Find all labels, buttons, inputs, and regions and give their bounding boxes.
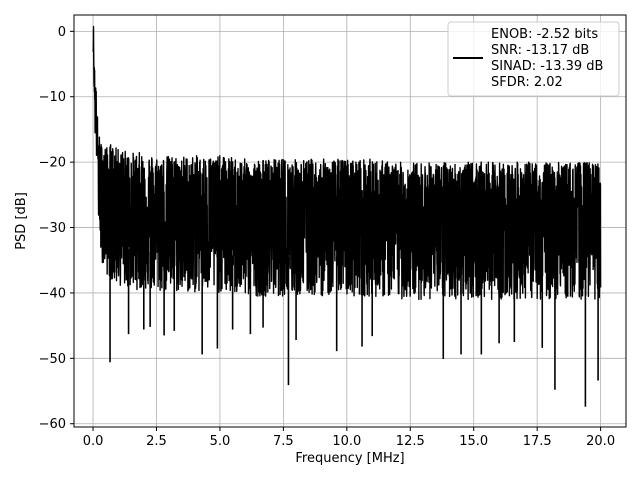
y-tick-label: 0	[58, 25, 66, 40]
legend-box	[447, 21, 620, 97]
legend: ENOB: -2.52 bits SNR: -13.17 dB SINAD: -…	[447, 21, 620, 97]
psd-series-line	[92, 25, 602, 301]
x-tick-label: 2.5	[146, 434, 167, 449]
y-axis-label: PSD [dB]	[14, 192, 29, 250]
x-axis-ticks: 0.0 2.5 5.0 7.5 10.0 12.5 15.0 17.5 20.0	[83, 427, 615, 449]
y-tick-label: −60	[39, 417, 66, 432]
plot-frame	[73, 14, 627, 428]
y-axis-ticks: 0 −10 −20 −30 −40 −50 −60	[39, 25, 74, 432]
y-tick-label: −10	[39, 90, 66, 105]
x-tick-label: 10.0	[332, 434, 361, 449]
plot-area	[92, 25, 602, 407]
x-tick-label: 5.0	[210, 434, 231, 449]
y-tick-label: −30	[39, 221, 66, 236]
x-tick-label: 7.5	[273, 434, 294, 449]
y-tick-label: −20	[39, 156, 66, 171]
y-tick-label: −50	[39, 352, 66, 367]
y-tick-label: −40	[39, 286, 66, 301]
legend-line-enob: ENOB: -2.52 bits	[491, 27, 598, 42]
legend-line-snr: SNR: -13.17 dB	[491, 43, 589, 58]
x-tick-label: 12.5	[396, 434, 425, 449]
x-tick-label: 0.0	[83, 434, 104, 449]
x-axis-label: Frequency [MHz]	[295, 451, 404, 466]
x-tick-label: 20.0	[586, 434, 615, 449]
x-tick-label: 15.0	[459, 434, 488, 449]
x-tick-label: 17.5	[523, 434, 552, 449]
legend-line-sinad: SINAD: -13.39 dB	[491, 59, 603, 74]
legend-line-sfdr: SFDR: 2.02	[491, 75, 563, 90]
